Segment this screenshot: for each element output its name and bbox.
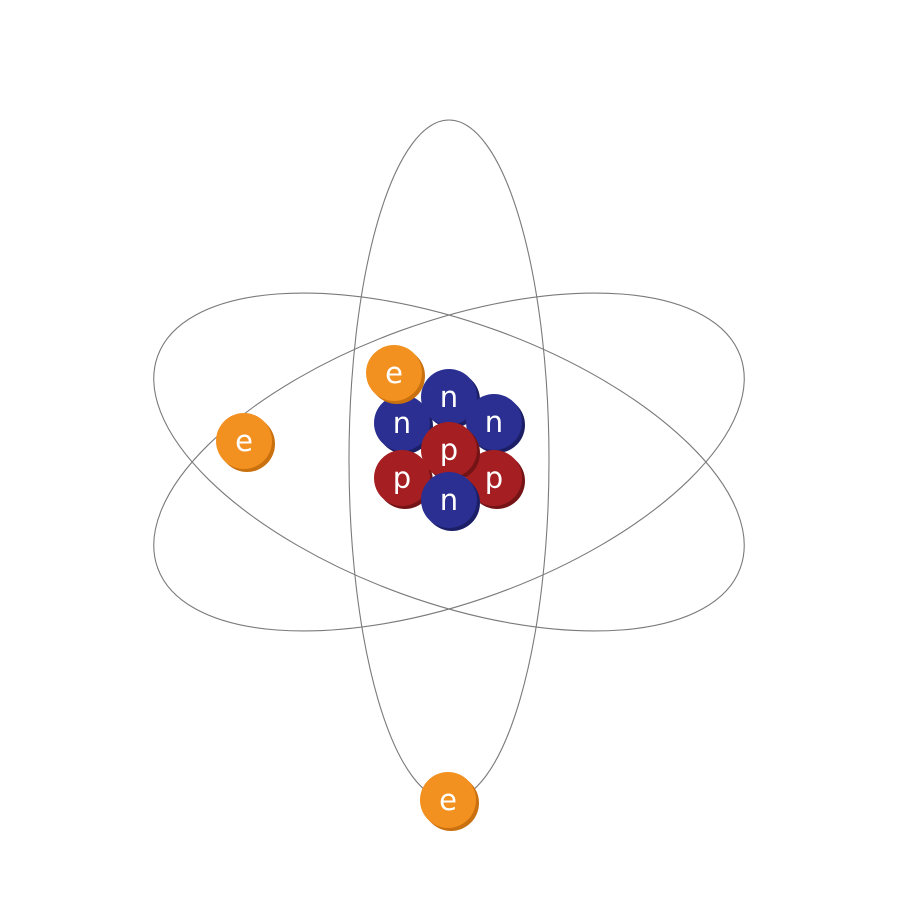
neutron-3: n bbox=[466, 394, 525, 453]
electron-1-label: e bbox=[385, 356, 403, 390]
neutron-1: n bbox=[374, 395, 433, 454]
neutron-2-body bbox=[421, 369, 477, 425]
proton-6: p bbox=[421, 422, 480, 481]
proton-4-body bbox=[374, 450, 430, 506]
neutron-7-body bbox=[421, 472, 477, 528]
neutron-3-body bbox=[466, 394, 522, 450]
orbit-tilted-down bbox=[153, 292, 745, 632]
proton-4: p bbox=[374, 450, 433, 509]
electron-2-body bbox=[216, 413, 272, 469]
proton-4-label: p bbox=[393, 461, 411, 495]
neutron-7-label: n bbox=[440, 483, 458, 517]
electron-1: e bbox=[366, 345, 425, 404]
orbit-tilted-up bbox=[153, 292, 745, 632]
neutron-7: n bbox=[421, 472, 480, 531]
neutron-3-label: n bbox=[485, 405, 503, 439]
electrons: e e e bbox=[216, 345, 479, 831]
neutron-1-body bbox=[374, 395, 430, 451]
proton-5: p bbox=[466, 450, 525, 509]
proton-5-body bbox=[466, 450, 522, 506]
proton-5-label: p bbox=[485, 461, 503, 495]
neutron-1-label: n bbox=[393, 406, 411, 440]
electron-2: e bbox=[216, 413, 275, 472]
electron-2-label: e bbox=[235, 424, 253, 458]
neutron-2-label: n bbox=[440, 380, 458, 414]
electron-3-body bbox=[420, 772, 476, 828]
electron-3: e bbox=[420, 772, 479, 831]
electron-1-body bbox=[366, 345, 422, 401]
electron-3-label: e bbox=[439, 783, 457, 817]
neutron-2: n bbox=[421, 369, 480, 428]
proton-6-label: p bbox=[440, 433, 458, 467]
proton-6-body bbox=[421, 422, 477, 478]
